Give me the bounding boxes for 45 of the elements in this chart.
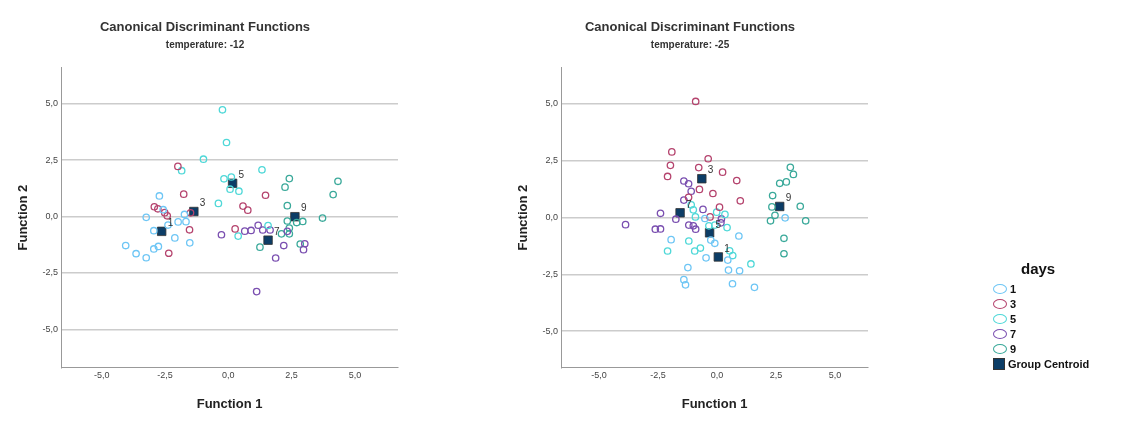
- annotation: 7: [274, 225, 281, 237]
- y-tick-label: 2,5: [545, 155, 559, 166]
- legend-label: 1: [1010, 282, 1017, 295]
- x-axis-title: Function 1: [196, 395, 263, 411]
- y-tick-label: -5,0: [542, 325, 559, 336]
- x-tick-label: 0,0: [710, 370, 724, 381]
- annotation: 5: [238, 169, 245, 181]
- x-axis-title: Function 1: [681, 395, 748, 411]
- y-tick-label: 2,5: [45, 154, 59, 165]
- x-tick-label: 0,0: [222, 370, 235, 381]
- annotation: 9: [300, 202, 307, 214]
- legend-label: 9: [1010, 342, 1017, 355]
- chart-subtitle: temperature: -12: [165, 39, 245, 51]
- x-tick-label: 2,5: [285, 370, 298, 381]
- x-tick-label: 5,0: [348, 370, 362, 381]
- annotation: 5: [715, 218, 722, 230]
- y-tick-label: 5,0: [545, 98, 559, 109]
- chart-title: Canonical Discriminant Functions: [584, 19, 796, 35]
- legend-title: days: [1021, 260, 1057, 277]
- annotation: 3: [707, 164, 714, 176]
- chart-subtitle: temperature: -25: [650, 39, 730, 51]
- x-tick-label: 5,0: [828, 370, 842, 381]
- y-axis-title: Function 2: [15, 184, 31, 251]
- y-tick-label: -2,5: [42, 267, 59, 278]
- y-axis-title: Function 2: [515, 184, 531, 251]
- y-tick-label: 5,0: [45, 98, 59, 109]
- x-tick-label: -2,5: [650, 370, 666, 381]
- annotation: 1: [167, 217, 174, 229]
- y-tick-label: -2,5: [542, 268, 559, 279]
- annotation: 3: [199, 197, 206, 209]
- x-tick-label: -5,0: [591, 370, 607, 381]
- y-tick-label: 0,0: [545, 212, 559, 223]
- annotation: 7: [686, 198, 693, 210]
- annotation: 1: [724, 242, 731, 254]
- legend-label: 7: [1010, 327, 1017, 340]
- y-tick-label: 0,0: [45, 210, 59, 221]
- x-tick-label: -5,0: [93, 370, 110, 381]
- legend-label: 5: [1010, 312, 1017, 325]
- x-tick-label: 2,5: [769, 370, 783, 381]
- legend-label: 3: [1010, 297, 1017, 310]
- chart-title: Canonical Discriminant Functions: [99, 19, 311, 35]
- annotation: 9: [785, 192, 792, 204]
- y-tick-label: -5,0: [42, 323, 59, 334]
- x-tick-label: -2,5: [157, 370, 173, 381]
- legend-label: Group Centroid: [1008, 357, 1090, 370]
